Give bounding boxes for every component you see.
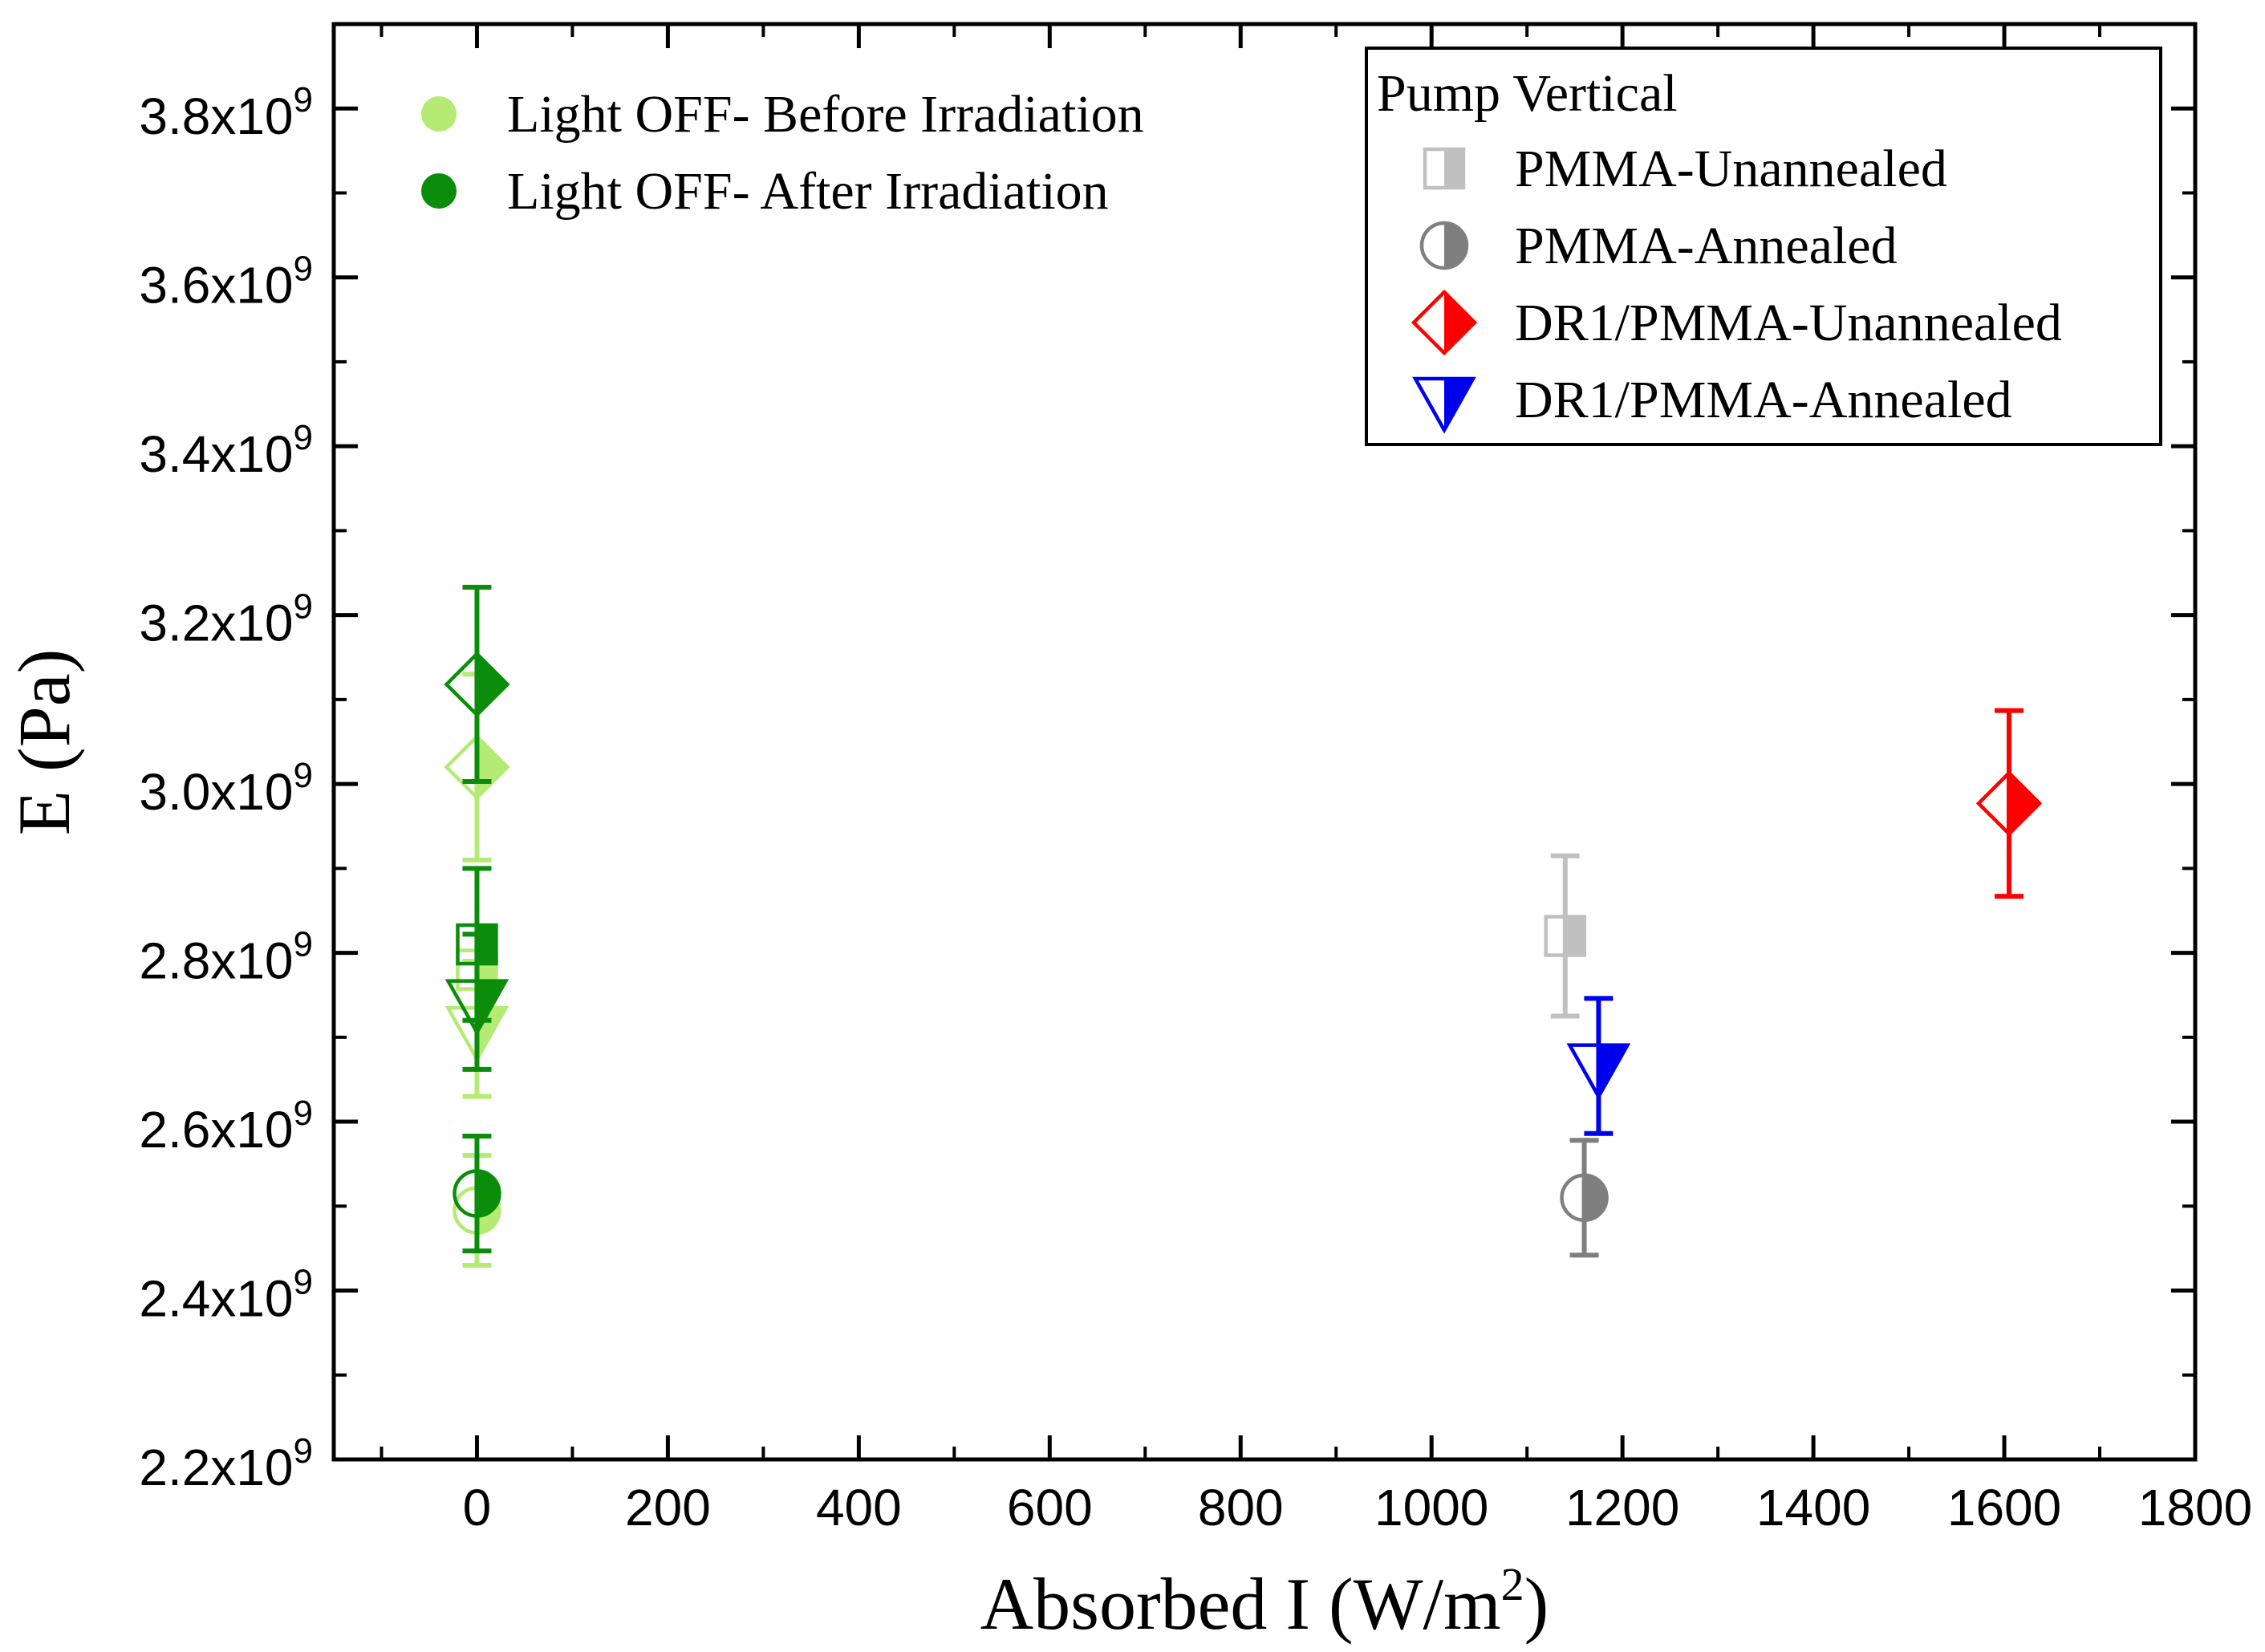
x-tick-label: 1600	[1947, 1479, 2061, 1536]
legend-dot-icon	[421, 173, 457, 209]
x-axis-title: Absorbed I (W/m2)	[980, 1558, 1549, 1645]
marker-circle	[1560, 1173, 1609, 1223]
data-point-circle	[453, 1133, 501, 1254]
y-tick-label: 3.2x109	[139, 587, 313, 652]
data-point-diamond	[1975, 708, 2043, 899]
marker-triangle	[444, 979, 509, 1037]
data-point-circle	[1560, 1138, 1609, 1258]
legend-label: PMMA-Annealed	[1515, 217, 1898, 275]
marker-square	[1544, 915, 1587, 957]
y-tick-label: 3.0x109	[139, 756, 313, 821]
x-tick-label: 1400	[1756, 1479, 1870, 1536]
legend-diamond-icon	[1411, 289, 1478, 356]
plot-frame	[331, 22, 2198, 1462]
legend-square-icon	[1423, 147, 1466, 190]
legend-label: Light OFF- Before Irradiation	[507, 85, 1144, 144]
marker-diamond	[444, 651, 510, 718]
y-tick-label: 2.6x109	[139, 1094, 313, 1159]
legend-box	[1365, 47, 2162, 446]
legend-dot-icon	[421, 96, 457, 132]
y-tick-label: 3.6x109	[139, 250, 313, 315]
legend-circle-icon	[1419, 221, 1469, 270]
x-tick-label: 1000	[1374, 1479, 1488, 1536]
legend-label: PMMA-Unannealed	[1515, 140, 1947, 198]
legend-label: DR1/PMMA-Annealed	[1515, 371, 2012, 429]
x-tick-label: 0	[463, 1479, 492, 1536]
y-tick-label: 3.4x109	[139, 418, 313, 483]
data-point-triangle	[444, 932, 509, 1072]
legend-title: Pump Vertical	[1377, 64, 1678, 123]
y-tick-label: 2.2x109	[139, 1431, 313, 1496]
data-point-square	[1544, 853, 1587, 1019]
tick-labels: 0 200 400 600 800 1000 1200 1400 1600 1800 2.2x109…	[139, 80, 2252, 1536]
data-point-triangle	[1566, 996, 1631, 1136]
data-point-diamond	[444, 584, 510, 784]
x-tick-label: 800	[1198, 1479, 1284, 1536]
legend-label: DR1/PMMA-Unannealed	[1515, 294, 2062, 352]
data-points	[444, 584, 2043, 1268]
x-tick-label: 400	[816, 1479, 902, 1536]
marker-square	[456, 923, 498, 966]
y-tick-label: 2.8x109	[139, 925, 313, 990]
legend-light-off: Light OFF- Before Irradiation Light OFF- …	[421, 85, 1144, 221]
y-axis-title: E (Pa)	[3, 649, 85, 835]
x-tick-label: 600	[1007, 1479, 1093, 1536]
x-tick-label: 1800	[2138, 1479, 2252, 1536]
legend-pump-vertical: Pump Vertical PMMA-Unannealed PMMA-Anneale…	[1365, 47, 2162, 446]
y-tick-label: 3.8x109	[139, 80, 313, 145]
axis-ticks	[334, 24, 2198, 1462]
x-tick-label: 1200	[1565, 1479, 1679, 1536]
legend-label: Light OFF- After Irradiation	[507, 162, 1109, 221]
x-tick-label: 200	[625, 1479, 711, 1536]
marker-circle	[453, 1169, 501, 1218]
y-tick-label: 2.4x109	[139, 1263, 313, 1328]
legend-triangle-icon	[1412, 376, 1476, 434]
marker-triangle	[1566, 1043, 1631, 1101]
marker-diamond	[1975, 770, 2043, 837]
